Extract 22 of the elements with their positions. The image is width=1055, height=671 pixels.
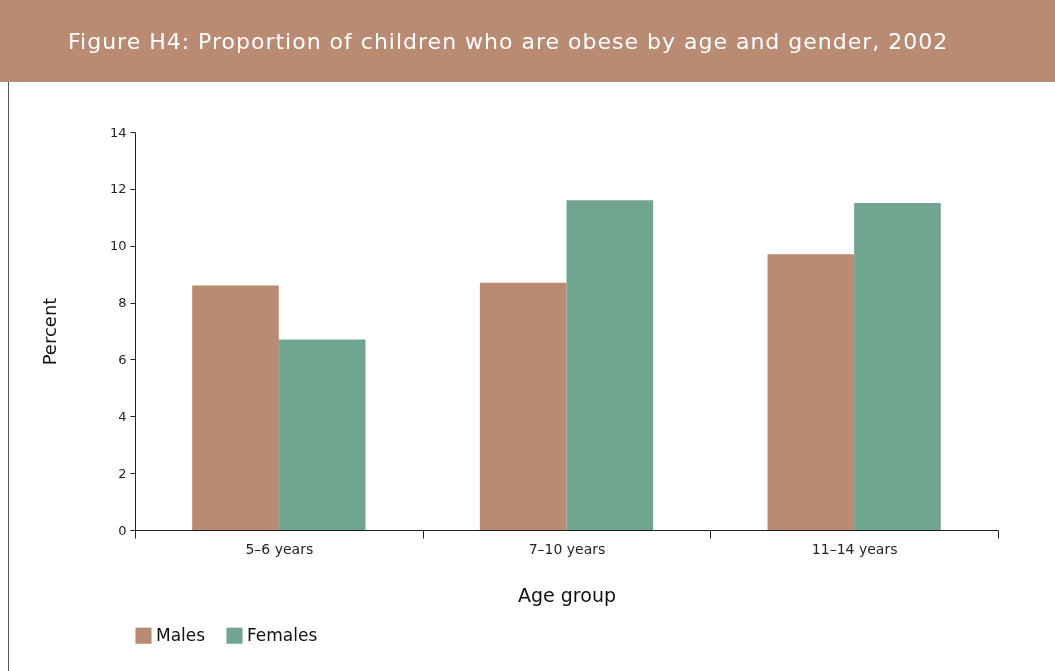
y-axis-title: Percent: [38, 297, 60, 366]
legend-label: Males: [156, 624, 206, 645]
x-tick-label: 7–10 years: [528, 540, 606, 557]
y-tick-label: 8: [118, 295, 127, 311]
y-tick-label: 10: [109, 238, 127, 254]
y-tick-label: 0: [118, 522, 127, 538]
x-axis-title: Age group: [518, 583, 616, 606]
x-tick-label: 11–14 years: [811, 540, 898, 557]
bar: [278, 339, 366, 530]
x-tick-label: 5–6 years: [245, 540, 314, 557]
y-tick-label: 4: [118, 408, 127, 424]
legend-label: Females: [247, 624, 318, 645]
chart-title: Figure H4: Proportion of children who are obese by age and gender, 2002: [0, 0, 1055, 82]
bar: [767, 254, 855, 530]
bar: [479, 282, 567, 530]
y-tick-label: 6: [118, 351, 127, 367]
y-tick-label: 2: [118, 465, 127, 481]
bar: [854, 203, 941, 530]
bar: [192, 285, 279, 530]
bar: [566, 200, 654, 530]
y-tick-label: 12: [109, 181, 127, 197]
y-tick-label: 14: [109, 124, 127, 140]
